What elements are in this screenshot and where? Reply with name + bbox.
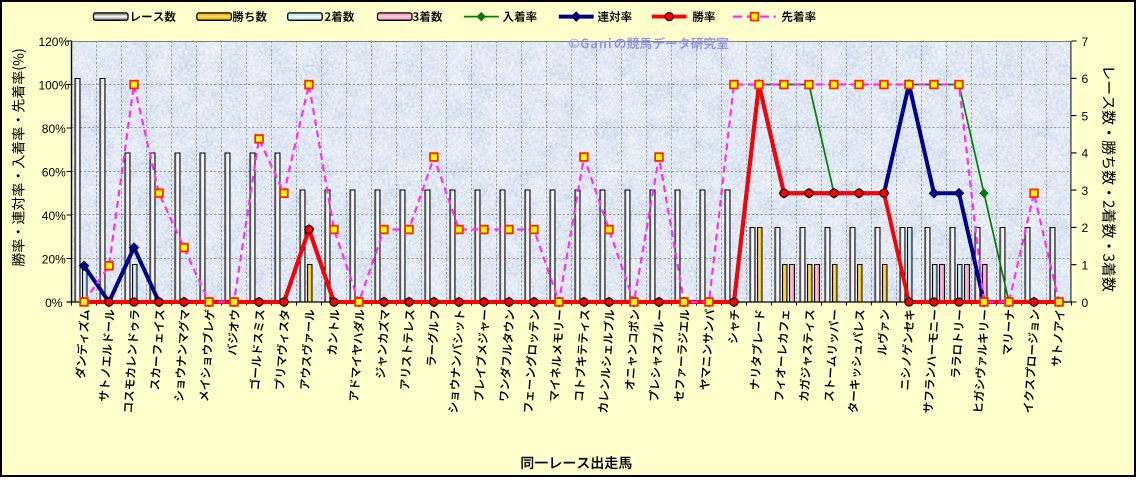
- svg-text:20%: 20%: [42, 252, 66, 266]
- svg-text:5: 5: [1082, 109, 1089, 123]
- svg-text:6: 6: [1082, 72, 1089, 86]
- svg-text:40%: 40%: [42, 209, 66, 223]
- svg-text:3: 3: [1082, 184, 1089, 198]
- svg-text:7: 7: [1082, 35, 1089, 49]
- svg-text:0%: 0%: [45, 296, 63, 310]
- svg-text:120%: 120%: [38, 35, 69, 49]
- svg-text:80%: 80%: [42, 122, 66, 136]
- svg-text:100%: 100%: [38, 78, 69, 92]
- svg-text:2: 2: [1082, 221, 1089, 235]
- svg-text:60%: 60%: [42, 165, 66, 179]
- svg-text:4: 4: [1082, 147, 1089, 161]
- svg-text:1: 1: [1082, 259, 1089, 273]
- svg-text:0: 0: [1082, 296, 1089, 310]
